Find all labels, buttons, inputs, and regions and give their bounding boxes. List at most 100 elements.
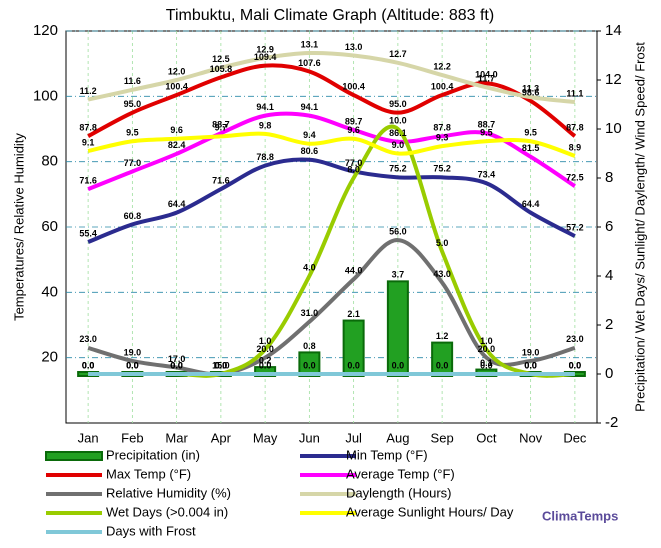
legend-label: Average Temp (°F) xyxy=(346,466,455,481)
value-label: 4.0 xyxy=(303,262,316,272)
value-label: 1.2 xyxy=(436,331,449,341)
value-label: 57.2 xyxy=(566,223,584,233)
value-label: 0.0 xyxy=(569,360,582,370)
value-label: 82.4 xyxy=(168,140,186,150)
x-tick-label: Nov xyxy=(519,430,543,445)
value-label: 9.4 xyxy=(303,130,316,140)
x-tick-label: Jul xyxy=(345,430,362,445)
y-tick-label: 60 xyxy=(41,218,58,235)
value-label: 12.7 xyxy=(389,49,407,59)
y2-tick-label: 10 xyxy=(605,120,622,137)
y2-tick-label: 2 xyxy=(605,316,613,333)
value-label: 0.0 xyxy=(303,360,316,370)
chart-title: Timbuktu, Mali Climate Graph (Altitude: … xyxy=(166,7,494,24)
y2-tick-label: 12 xyxy=(605,71,622,88)
value-label: 0.0 xyxy=(82,360,95,370)
value-label: 77.0 xyxy=(345,158,363,168)
y-axis-label: Temperatures/ Relative Humidity xyxy=(11,133,26,321)
bar xyxy=(431,341,454,378)
value-label: 0.0 xyxy=(347,360,360,370)
value-label: 60.8 xyxy=(124,211,142,221)
value-label: 9.1 xyxy=(82,137,95,147)
value-label: 0.0 xyxy=(126,360,139,370)
x-tick-label: Oct xyxy=(476,430,497,445)
value-label: 0.0 xyxy=(82,360,95,370)
value-label: 11.1 xyxy=(566,88,583,98)
value-label: 0.0 xyxy=(170,360,183,370)
value-label: 15.0 xyxy=(212,360,230,370)
value-label: 9.5 xyxy=(524,128,537,138)
y2-tick-label: 4 xyxy=(605,267,613,284)
y-tick-label: 40 xyxy=(41,283,58,300)
value-label: 72.5 xyxy=(566,173,584,183)
y2-axis-label: Precipitation/ Wet Days/ Sunlight/ Dayle… xyxy=(632,42,647,412)
value-label: 23.0 xyxy=(79,334,97,344)
value-label: 11.2 xyxy=(80,86,97,96)
value-label: 0.0 xyxy=(524,360,537,370)
legend-label: Daylength (Hours) xyxy=(346,485,452,500)
value-label: 9.6 xyxy=(170,125,183,135)
line xyxy=(87,50,576,105)
labels: 0.0 0.0 0.0 0.0 0.20.82.13.71.20.1 0.0 0.055.4… xyxy=(79,39,583,370)
value-label: 1.0 xyxy=(259,336,272,346)
legend: Precipitation (in) Min Temp (°F) Max Temp … xyxy=(45,447,514,538)
value-label: 19.0 xyxy=(522,347,540,357)
value-label: 23.0 xyxy=(566,334,584,344)
value-label: 0.0 xyxy=(126,360,139,370)
value-label: 13.0 xyxy=(345,42,363,52)
value-label: 19.0 xyxy=(124,347,142,357)
value-label: 95.0 xyxy=(389,99,407,109)
x-tick-label: Feb xyxy=(121,430,143,445)
value-label: 0.0 xyxy=(215,360,228,370)
lines xyxy=(87,50,577,378)
x-tick-label: Dec xyxy=(563,430,587,445)
line xyxy=(87,131,576,158)
line xyxy=(87,238,576,377)
value-label: 94.1 xyxy=(301,102,319,112)
value-label: 0.2 xyxy=(259,355,272,365)
value-label: 3.7 xyxy=(392,270,405,280)
value-label: 71.6 xyxy=(79,175,97,185)
value-label: 107.6 xyxy=(298,58,321,68)
watermark: ClimaTemps xyxy=(542,508,618,523)
value-label: 64.4 xyxy=(522,199,540,209)
value-label: 13.1 xyxy=(301,39,319,49)
value-label: 95.0 xyxy=(124,99,142,109)
value-label: 87.8 xyxy=(433,123,451,133)
value-label: 87.8 xyxy=(566,123,584,133)
value-label: 9.5 xyxy=(480,128,493,138)
value-label: 0.0 xyxy=(524,360,537,370)
value-label: 8.9 xyxy=(569,142,582,152)
x-tick-label: Aug xyxy=(386,430,409,445)
value-label: 89.7 xyxy=(345,116,363,126)
value-label: 11.7 xyxy=(478,74,495,84)
y2-tick-label: 8 xyxy=(605,169,613,186)
value-label: 20.0 xyxy=(478,344,496,354)
value-label: 0.0 xyxy=(215,360,228,370)
value-label: 8.0 xyxy=(347,164,360,174)
y-tick-label: 20 xyxy=(41,349,58,366)
legend-swatch xyxy=(45,451,103,461)
value-label: 88.7 xyxy=(212,120,230,130)
value-label: 55.4 xyxy=(79,228,97,238)
value-label: 109.4 xyxy=(254,52,277,62)
x-tick-label: Sep xyxy=(431,430,454,445)
value-label: 75.2 xyxy=(433,164,451,174)
legend-label: Average Sunlight Hours/ Day xyxy=(346,504,514,519)
legend-label: Wet Days (>0.004 in) xyxy=(106,504,228,519)
value-label: 0.0 xyxy=(215,360,228,370)
value-label: 11.6 xyxy=(124,76,141,86)
value-label: 0.0 xyxy=(569,360,582,370)
value-label: 98.6 xyxy=(522,87,540,97)
value-label: 86.1 xyxy=(389,128,407,138)
value-label: 43.0 xyxy=(433,269,451,279)
value-label: 9.8 xyxy=(259,120,272,130)
value-label: 5.0 xyxy=(436,238,449,248)
value-label: 0.0 xyxy=(170,360,183,370)
value-label: 88.7 xyxy=(478,120,496,130)
value-label: 77.0 xyxy=(124,158,142,168)
legend-label: Min Temp (°F) xyxy=(346,447,428,462)
x-tick-label: Jan xyxy=(78,430,99,445)
value-label: 80.6 xyxy=(301,146,319,156)
